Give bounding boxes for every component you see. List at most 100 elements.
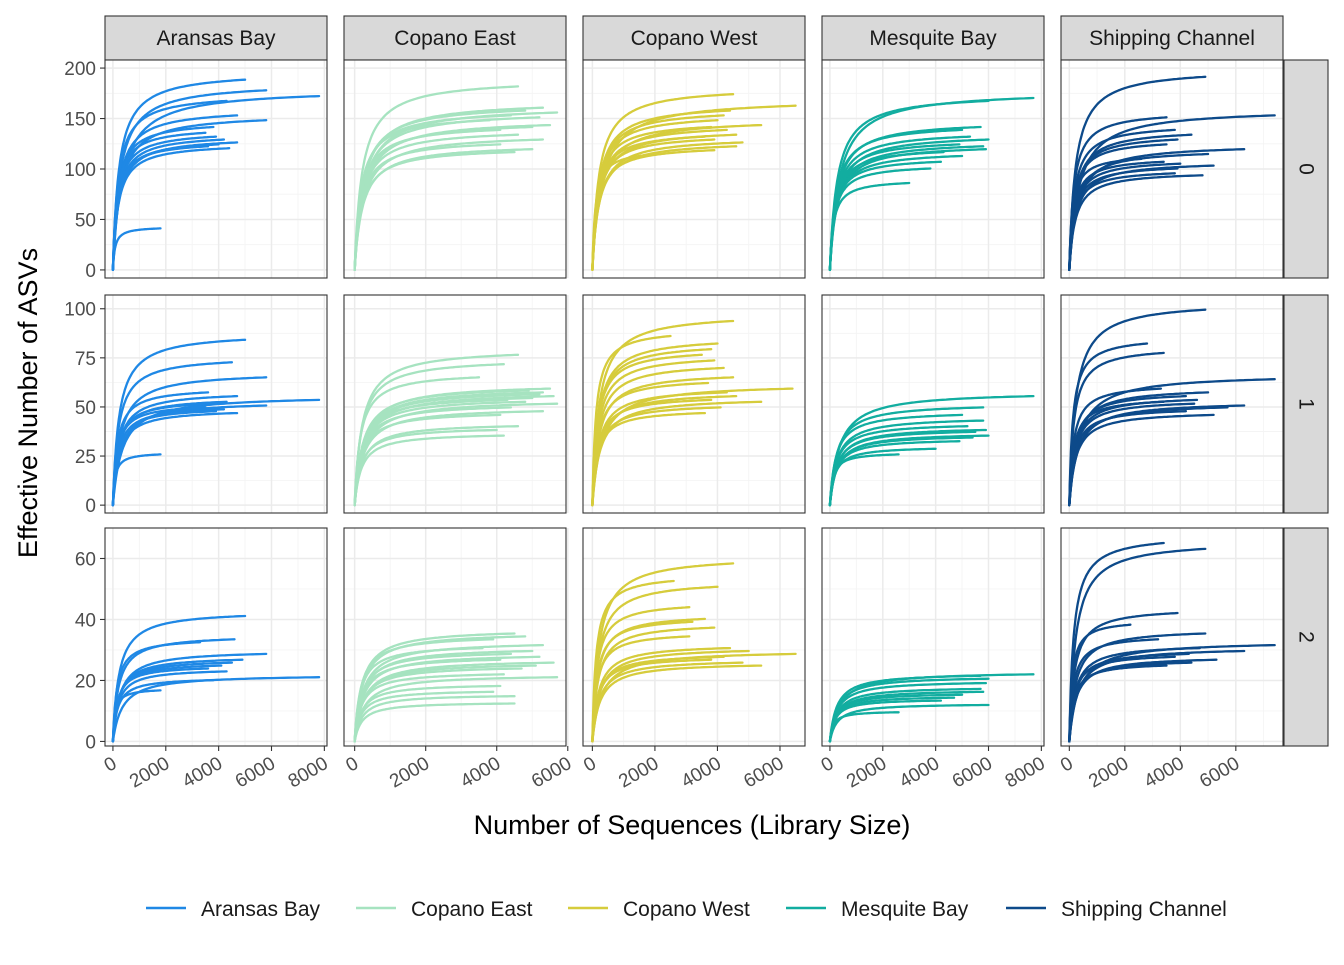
y-tick-label: 150 — [64, 110, 96, 131]
y-tick-label: 0 — [85, 496, 96, 517]
panel-copano-east-depth-1 — [343, 294, 569, 514]
column-strip-copano-east — [343, 15, 567, 61]
rarefaction-curve — [591, 334, 672, 507]
series-shipping-channel-depth-2 — [1068, 541, 1276, 743]
x-tick-label: 0 — [342, 753, 362, 776]
x-tick-label: 0 — [101, 753, 121, 776]
rarefaction-curve — [111, 689, 162, 743]
y-tick-label: 50 — [75, 398, 96, 419]
panel-border — [582, 294, 806, 514]
panel-border — [821, 59, 1045, 279]
y-tick-label: 75 — [75, 349, 96, 370]
panel-border — [1060, 59, 1284, 279]
rarefaction-curve — [353, 702, 516, 743]
panel-shipping-channel-depth-2 — [1060, 527, 1284, 747]
series-copano-east-depth-0 — [353, 85, 559, 272]
series-copano-west-depth-2 — [591, 562, 797, 743]
panel-copano-west-depth-1 — [582, 294, 806, 514]
x-tick-label: 4000 — [1141, 753, 1188, 792]
x-tick-label: 6000 — [949, 753, 996, 792]
rarefaction-curve — [353, 413, 502, 507]
rarefaction-curve — [353, 434, 505, 507]
panel-copano-west-depth-2 — [582, 527, 806, 747]
panel-aransas-bay-depth-1 — [104, 294, 328, 514]
panel-mesquite-bay-depth-2 — [821, 527, 1045, 747]
panel-border — [582, 527, 806, 747]
panel-background — [1061, 528, 1283, 746]
rarefaction-curve — [591, 579, 675, 743]
legend-label-copano-west: Copano West — [623, 898, 750, 921]
panel-border — [104, 527, 328, 747]
y-tick-label: 40 — [75, 610, 96, 631]
rarefaction-curve — [828, 703, 990, 743]
series-copano-west-depth-0 — [591, 93, 797, 272]
rarefaction-curve — [591, 411, 707, 507]
rarefaction-curve — [591, 635, 691, 743]
rarefaction-curve — [111, 411, 239, 507]
y-tick-label: 200 — [64, 59, 96, 80]
rarefaction-curve — [353, 376, 481, 507]
series-copano-east-depth-2 — [353, 632, 559, 743]
x-tick-label: 4000 — [179, 753, 226, 792]
rarefaction-curve — [591, 152, 660, 272]
panel-border — [1060, 294, 1284, 514]
panel-background — [822, 528, 1044, 746]
column-strip-aransas-bay — [104, 15, 328, 61]
series-aransas-bay-depth-1 — [111, 338, 321, 507]
rarefaction-curve — [828, 181, 911, 272]
rarefaction-curve — [353, 658, 502, 743]
rarefaction-curve — [111, 641, 202, 743]
column-strip-label-aransas-bay: Aransas Bay — [156, 27, 276, 50]
column-strip-label-shipping-channel: Shipping Channel — [1089, 27, 1255, 50]
panel-mesquite-bay-depth-0 — [821, 59, 1045, 279]
y-tick-label: 0 — [85, 261, 96, 282]
x-tick-label: 6000 — [740, 753, 787, 792]
x-tick-label: 8000 — [1002, 753, 1049, 792]
rarefaction-curve — [1068, 541, 1165, 743]
rarefaction-curve — [591, 664, 763, 743]
x-tick-label: 6000 — [232, 753, 279, 792]
column-strip-label-mesquite-bay: Mesquite Bay — [869, 27, 997, 50]
rarefaction-curve — [1068, 174, 1204, 272]
rarefaction-curve — [353, 646, 484, 743]
rarefaction-curve — [353, 695, 516, 743]
series-aransas-bay-depth-0 — [111, 78, 321, 272]
series-copano-west-depth-1 — [591, 319, 794, 507]
x-tick-label: 2000 — [843, 753, 890, 792]
x-tick-label: 2000 — [1085, 753, 1132, 792]
panel-border — [343, 294, 567, 514]
row-strip-label-2: 2 — [1295, 631, 1318, 643]
rarefaction-curve — [353, 673, 505, 743]
rarefaction-curve — [1068, 638, 1160, 743]
rarefaction-curve — [828, 711, 900, 743]
panel-background — [105, 528, 327, 746]
rarefaction-curve — [1068, 664, 1168, 743]
rarefaction-curve — [111, 453, 162, 507]
series-mesquite-bay-depth-0 — [828, 96, 1035, 272]
panel-border — [1060, 527, 1284, 747]
rarefaction-curve — [828, 453, 900, 507]
x-tick-label: 0 — [580, 753, 600, 776]
y-tick-label: 25 — [75, 447, 96, 468]
rarefaction-curve — [111, 676, 321, 743]
rarefaction-curve — [1068, 351, 1165, 507]
panel-aransas-bay-depth-2 — [104, 527, 328, 747]
x-tick-label: 2000 — [126, 753, 173, 792]
x-tick-label: 8000 — [285, 753, 332, 792]
panel-border — [343, 59, 567, 279]
x-tick-label: 2000 — [615, 753, 662, 792]
x-tick-label: 0 — [818, 753, 838, 776]
panel-copano-east-depth-0 — [343, 59, 569, 279]
row-strip-label-0: 0 — [1295, 163, 1318, 175]
y-axis-title: Effective Number of ASVs — [13, 248, 43, 558]
x-tick-label: 6000 — [528, 753, 575, 792]
panel-border — [582, 59, 806, 279]
column-strip-copano-west — [582, 15, 806, 61]
panel-border — [821, 527, 1045, 747]
panel-aransas-bay-depth-0 — [104, 59, 328, 279]
panel-background — [583, 528, 805, 746]
y-tick-label: 60 — [75, 549, 96, 570]
column-strip-mesquite-bay — [821, 15, 1045, 61]
panel-background — [822, 295, 1044, 513]
